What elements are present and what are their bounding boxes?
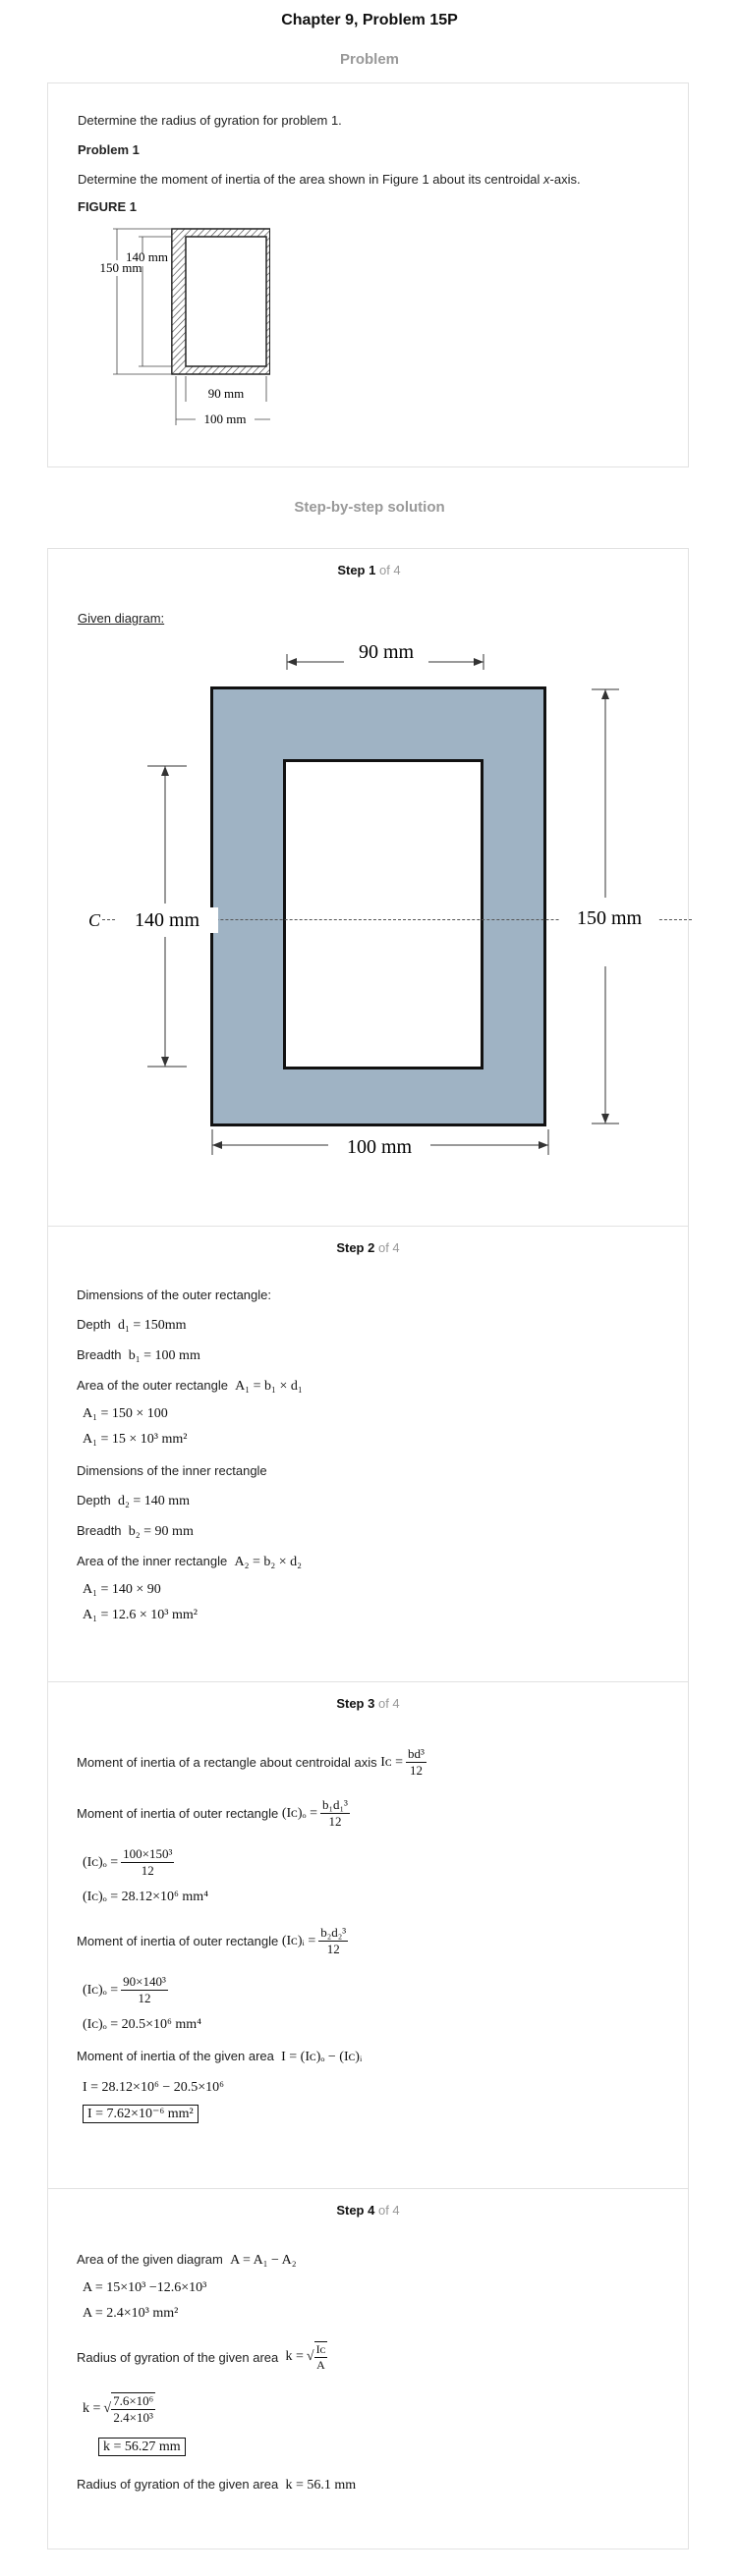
solution-section-label: Step-by-step solution [294, 499, 445, 516]
step2-line-7: Dimensions of the inner rectangle [77, 1463, 267, 1478]
step2-area1-result: A₁ = 15 × 10³ mm² [83, 1432, 188, 1447]
step3-line-7: (Iᴄ)ₒ = 20.5×10⁶ mm⁴ [83, 2017, 202, 2032]
problem-line-2: Determine the moment of inertia of the a… [78, 172, 581, 187]
step4-line-5: k = √ 7.6×10⁶ 2.4×10³ [83, 2392, 156, 2425]
left-height-text: 140 mm [135, 909, 200, 931]
bottom-width-text: 100 mm [347, 1136, 413, 1158]
step2-breadth1: Breadth b₁ = 100 mm [77, 1347, 200, 1363]
top-width-text: 90 mm [359, 641, 415, 663]
problem-line-1: Determine the radius of gyration for pro… [78, 113, 342, 128]
given-diagram-annotations: 90 mm 140 mm C 150 mm 100 mm [88, 640, 658, 1159]
step4-result-box: k = 56.27 mm [98, 2438, 186, 2456]
step-2-header: Step 2 of 4 [336, 1240, 400, 1255]
right-height-text: 150 mm [577, 907, 643, 929]
step2-area-inner: Area of the inner rectangle A₂ = b₂ × d₂ [77, 1554, 302, 1569]
step2-area2-calc: A₁ = 140 × 90 [83, 1582, 161, 1597]
step-divider-2 [47, 1681, 689, 1682]
step3-line-1: Moment of inertia of a rectangle about c… [77, 1746, 426, 1778]
problem-sub-heading: Problem 1 [78, 142, 140, 157]
figure-label: FIGURE 1 [78, 199, 137, 214]
step3-line-4: (Iᴄ)ₒ = 28.12×10⁶ mm⁴ [83, 1890, 209, 1904]
step4-line-3: A = 2.4×10³ mm² [83, 2306, 179, 2321]
step3-line-3: (Iᴄ)ₒ = 100×150³ 12 [83, 1846, 175, 1878]
step3-line-9: I = 28.12×10⁶ − 20.5×10⁶ [83, 2080, 225, 2095]
axis-c-text: C [88, 910, 101, 930]
step2-breadth2: Breadth b₂ = 90 mm [77, 1523, 194, 1539]
step3-line-5: Moment of inertia of outer rectangle (Iᴄ… [77, 1925, 349, 1956]
figure-1: 140 mm 150 mm 90 mm 100 mm [100, 228, 270, 426]
step-4-header: Step 4 of 4 [336, 2203, 400, 2218]
step3-line-2: Moment of inertia of outer rectangle (Iᴄ… [77, 1797, 350, 1829]
step-1-header: Step 1 of 4 [337, 563, 401, 577]
problem-card: Determine the radius of gyration for pro… [47, 82, 689, 467]
step3-line-8: Moment of inertia of the given area I = … [77, 2049, 363, 2064]
step3-line-6: (Iᴄ)ₒ = 90×140³ 12 [83, 1974, 168, 2005]
step4-line-7: Radius of gyration of the given area k =… [77, 2477, 357, 2493]
step-divider-1 [47, 1226, 689, 1227]
step2-area2-result: A₁ = 12.6 × 10³ mm² [83, 1608, 198, 1622]
step2-area-outer: Area of the outer rectangle A₁ = b₁ × d₁ [77, 1378, 303, 1394]
figure-inner-width: 90 mm [208, 386, 244, 401]
step2-line-1: Dimensions of the outer rectangle: [77, 1288, 271, 1302]
given-diagram-label: Given diagram: [78, 611, 165, 626]
problem-section-label: Problem [339, 51, 399, 68]
inner-rectangle-fill [283, 759, 483, 1069]
figure-inner-rect [185, 236, 267, 367]
figure-outer-height: 150 mm [100, 260, 142, 275]
step4-line-2: A = 15×10³ −12.6×10³ [83, 2280, 207, 2295]
step4-line-4: Radius of gyration of the given area k =… [77, 2341, 328, 2372]
step-divider-3 [47, 2188, 689, 2189]
page-title: Chapter 9, Problem 15P [281, 12, 458, 28]
step-3-header: Step 3 of 4 [336, 1696, 400, 1711]
centroidal-axis-line [102, 919, 692, 920]
step2-depth2: Depth d₂ = 140 mm [77, 1493, 190, 1508]
figure-inner-height: 140 mm [126, 249, 168, 264]
figure-outer-width: 100 mm [204, 411, 247, 426]
step4-line-1: Area of the given diagram A = A₁ − A₂ [77, 2252, 297, 2268]
step3-result-box: I = 7.62×10⁻⁶ mm² [83, 2105, 199, 2123]
step2-depth1: Depth d₁ = 150mm [77, 1317, 187, 1333]
step2-area1-calc: A₁ = 150 × 100 [83, 1406, 168, 1421]
